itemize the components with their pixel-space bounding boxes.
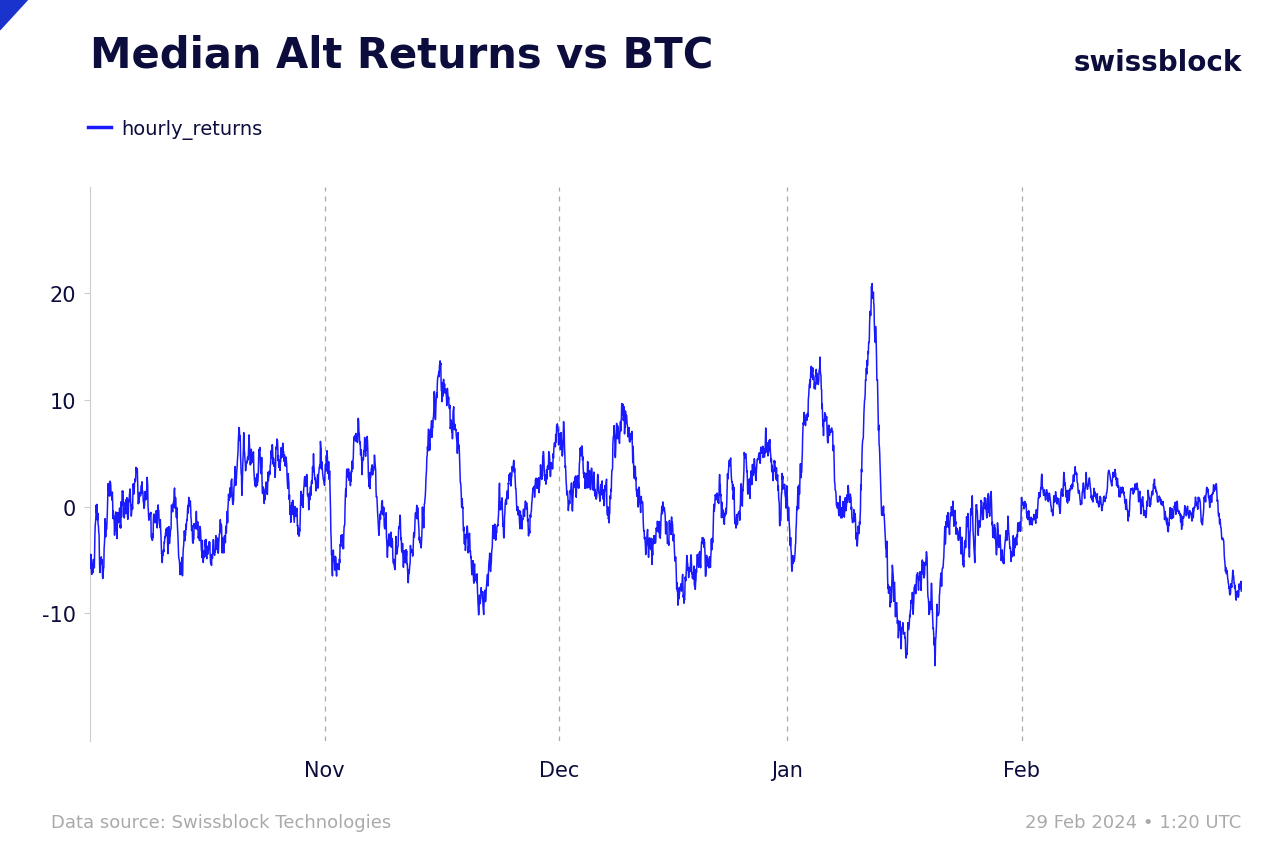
Text: 29 Feb 2024 • 1:20 UTC: 29 Feb 2024 • 1:20 UTC (1025, 813, 1242, 831)
Text: Median Alt Returns vs BTC: Median Alt Returns vs BTC (90, 35, 713, 77)
Text: swissblock: swissblock (1073, 49, 1242, 77)
Legend: hourly_returns: hourly_returns (88, 119, 262, 140)
Text: Data source: Swissblock Technologies: Data source: Swissblock Technologies (51, 813, 392, 831)
